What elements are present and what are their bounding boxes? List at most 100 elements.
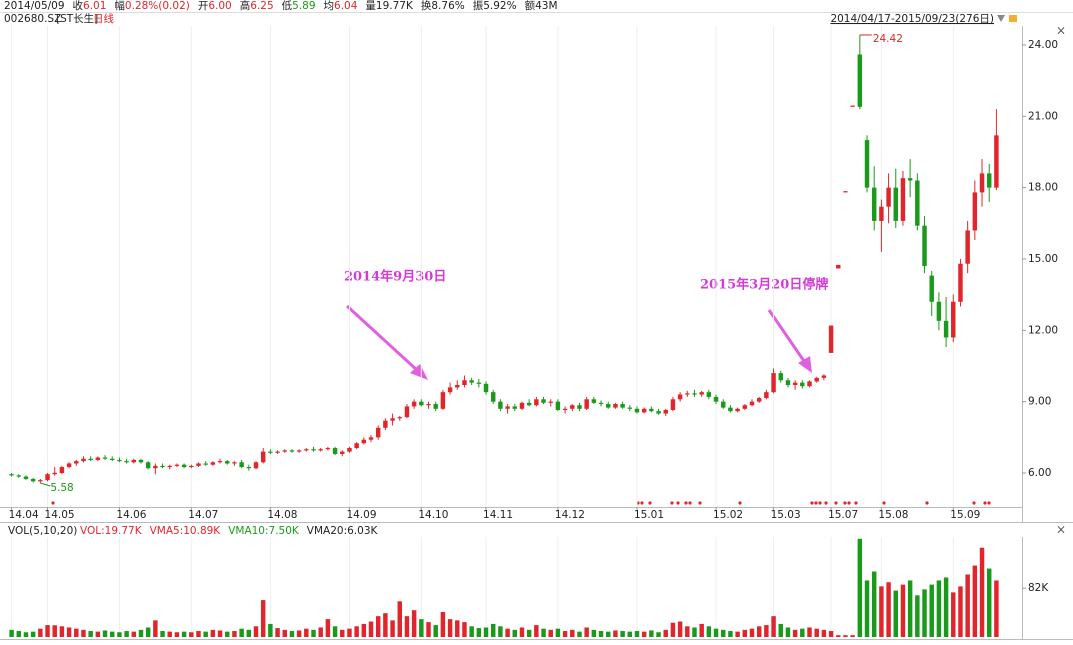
y-tick-label: 18.00 xyxy=(1028,182,1058,194)
candle-body xyxy=(174,464,180,466)
candle-body xyxy=(88,458,93,460)
candle-body xyxy=(419,401,424,406)
volume-bar xyxy=(893,590,898,637)
volume-bar xyxy=(282,629,287,637)
candle-body xyxy=(66,463,72,468)
lock-icon[interactable] xyxy=(1009,15,1017,22)
volume-bar xyxy=(167,631,172,637)
volume-bar xyxy=(110,631,115,637)
dropdown-icon[interactable] xyxy=(997,15,1005,22)
candle-body xyxy=(886,187,891,207)
volume-bar xyxy=(800,628,805,637)
volume-bar xyxy=(311,629,316,637)
candle-body xyxy=(16,475,22,477)
volume-bar xyxy=(792,629,798,637)
candle-body xyxy=(879,206,884,221)
period[interactable]: 日线 xyxy=(93,12,114,25)
candle-body xyxy=(447,387,453,393)
quote-value: 43M xyxy=(535,0,557,12)
volume-title: VOL(5,10,20) xyxy=(8,525,77,537)
volume-bar xyxy=(426,622,431,637)
candle-body xyxy=(210,462,216,465)
candle-body xyxy=(110,458,115,460)
candle-body xyxy=(361,439,367,444)
volume-bar xyxy=(570,629,575,637)
volume-bar xyxy=(706,626,712,637)
candle-body xyxy=(260,451,266,463)
volume-bar xyxy=(965,574,970,637)
candle-body xyxy=(828,325,834,353)
volume-bar xyxy=(850,635,855,637)
annotation: 2015年3月20日停牌 xyxy=(700,277,828,293)
volume-bar xyxy=(210,629,216,637)
candle-body xyxy=(584,399,589,409)
candle-body xyxy=(907,178,913,181)
candle-body xyxy=(30,478,36,482)
candle-body xyxy=(354,443,359,449)
candle-body xyxy=(469,380,474,383)
quote-value: 0.28%(0.02) xyxy=(125,0,190,12)
quote-value: 6.00 xyxy=(208,0,231,12)
candle-body xyxy=(296,450,302,452)
volume-bar xyxy=(879,586,884,637)
annotation-arrows xyxy=(345,304,808,373)
candle-body xyxy=(706,392,712,397)
candle-body xyxy=(814,377,819,382)
volume-bar xyxy=(433,625,438,637)
candle-body xyxy=(721,401,726,408)
volume-bar xyxy=(864,580,870,637)
close-icon[interactable]: × xyxy=(1056,24,1066,38)
candle-body xyxy=(239,462,244,468)
candle-body xyxy=(649,408,654,412)
x-tick-label: 14.05 xyxy=(45,509,75,521)
candle-body xyxy=(74,461,79,464)
volume-bar xyxy=(627,631,633,637)
volume-bar xyxy=(462,622,467,637)
quote-header: 2014/05/09 收6.01 幅0.28%(0.02) 开6.00 高6.25 低5.… xyxy=(4,0,558,12)
candle-body xyxy=(893,187,898,221)
candle-body xyxy=(685,393,690,395)
candle-body xyxy=(225,461,230,464)
x-tick-label: 14.11 xyxy=(483,509,513,521)
quote-label: 开 xyxy=(198,0,209,12)
volume-bar xyxy=(922,589,927,637)
candle-body xyxy=(656,411,661,414)
candle-body xyxy=(663,409,668,414)
volume-bar xyxy=(469,626,474,637)
volume-bar xyxy=(260,600,266,637)
candle-body xyxy=(922,225,927,267)
arrow xyxy=(767,309,808,365)
volume-bar xyxy=(749,628,755,637)
close-icon[interactable]: × xyxy=(1056,523,1066,537)
volume-bar xyxy=(915,595,920,637)
volume-bar xyxy=(196,631,201,637)
low-label: 5.58 xyxy=(50,482,73,494)
volume-bar xyxy=(203,631,208,637)
volume-bar xyxy=(189,632,194,637)
volume-bar xyxy=(584,627,589,637)
volume-bar xyxy=(634,631,640,637)
volume-bar xyxy=(124,631,129,637)
candle-body xyxy=(871,187,877,221)
volume-bar xyxy=(340,629,345,637)
volume-bar xyxy=(66,627,72,637)
x-tick-label: 15.02 xyxy=(713,509,743,521)
volume-bar xyxy=(59,626,65,637)
volume-bar xyxy=(620,631,625,637)
volume-bar xyxy=(641,631,647,637)
candle-body xyxy=(958,263,963,302)
volume-bar xyxy=(181,631,187,637)
candle-body xyxy=(332,448,338,454)
candle-body xyxy=(38,480,43,482)
volume-bar xyxy=(756,626,762,637)
candle-body xyxy=(972,192,978,231)
candle-body xyxy=(9,474,14,476)
candle-body xyxy=(692,393,697,395)
volume-bar xyxy=(383,613,388,637)
candle-body xyxy=(807,381,812,387)
quote-label: 换 xyxy=(421,0,432,12)
candle-body xyxy=(45,474,50,481)
candle-body xyxy=(785,380,791,386)
date-range[interactable]: 2014/04/17-2015/09/23(276日) xyxy=(830,13,994,25)
